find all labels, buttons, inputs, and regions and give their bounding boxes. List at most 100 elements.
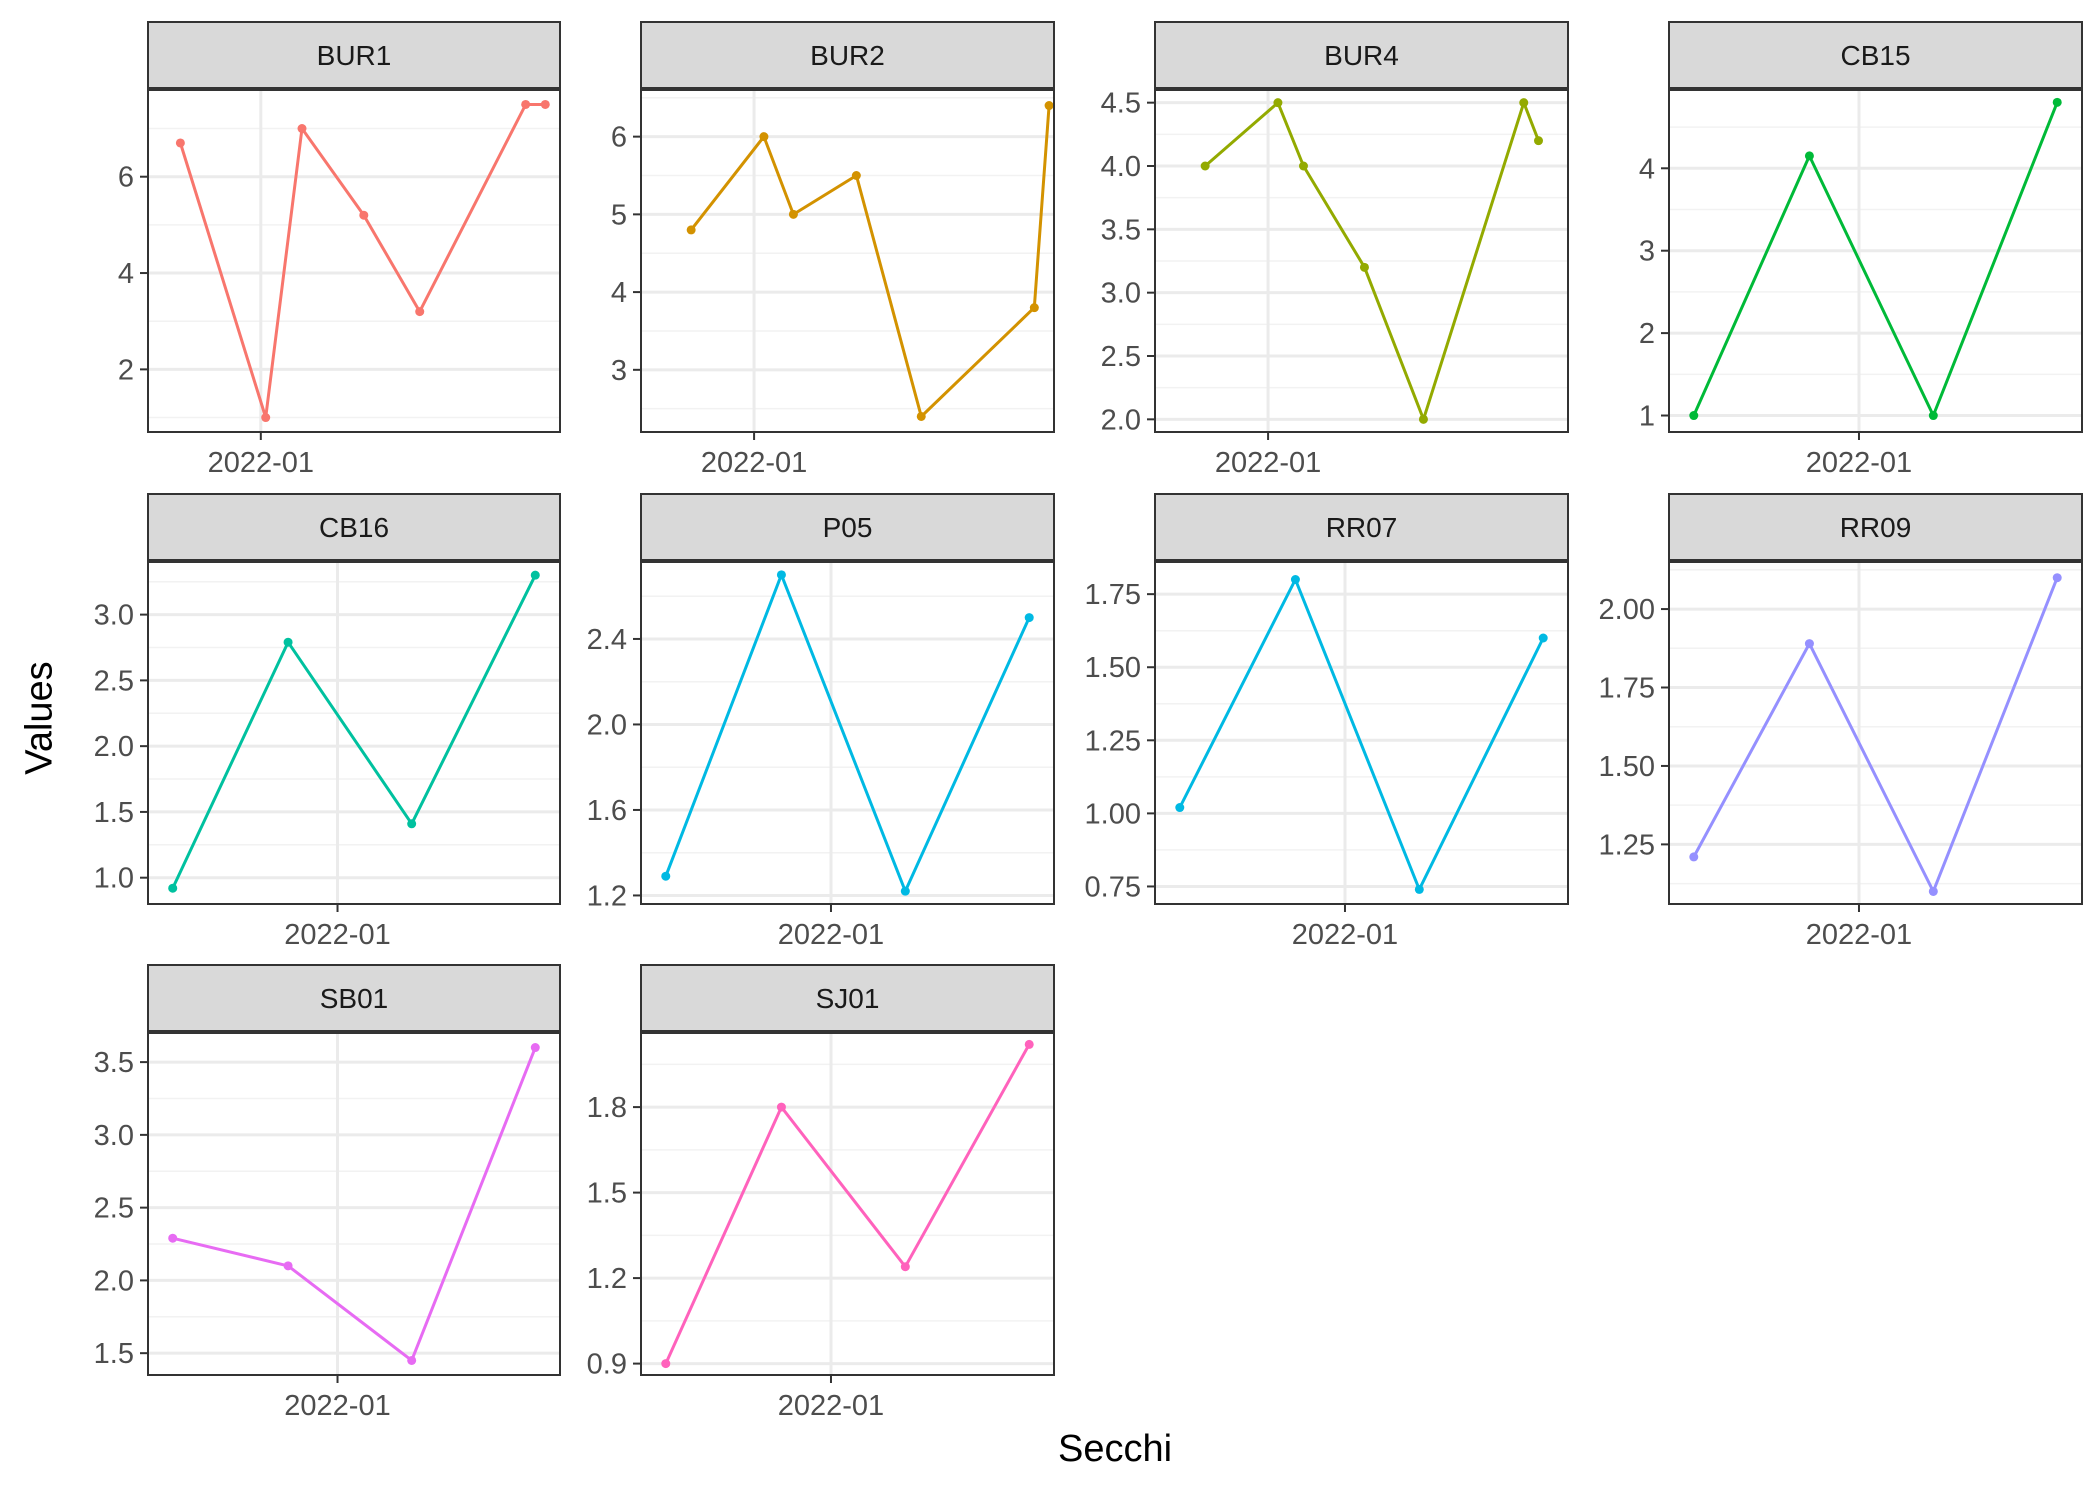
facet-strip: [1668, 493, 2083, 561]
y-tick-label: 3.0: [94, 600, 134, 632]
y-tick-label: 6: [611, 122, 627, 154]
y-tick-label: 2.4: [587, 624, 627, 656]
facet-strip-label: RR07: [1326, 512, 1398, 543]
data-point: [297, 124, 307, 134]
y-tick-label: 2.0: [94, 1265, 134, 1297]
data-point: [1928, 411, 1938, 421]
y-tick-label: 6: [118, 162, 134, 194]
data-point: [1804, 151, 1814, 161]
panel-border: [640, 89, 1055, 433]
x-tick-label: 2022-01: [701, 447, 807, 479]
plot-background: [641, 562, 1054, 904]
y-tick-label: 1.6: [587, 795, 627, 827]
x-tick-label: 2022-01: [284, 919, 390, 951]
panel-border: [640, 561, 1055, 905]
y-tick-label: 1.8: [587, 1092, 627, 1124]
data-point: [776, 1102, 786, 1112]
data-point: [661, 1359, 671, 1369]
plot-background: [1669, 562, 2082, 904]
panel-border: [1668, 89, 2083, 433]
data-point: [168, 1233, 178, 1243]
data-point: [900, 886, 910, 896]
y-tick-label: 3: [1639, 236, 1655, 268]
facet-strip: [147, 493, 561, 561]
data-point: [2052, 97, 2062, 107]
facet-strip: [1668, 21, 2083, 89]
data-point: [1689, 852, 1699, 862]
series-line: [664, 573, 1031, 893]
y-tick-label: 3.0: [94, 1120, 134, 1152]
y-axis-title: Values: [18, 661, 61, 775]
y-tick-label: 2: [1639, 318, 1655, 350]
plot-background: [641, 1033, 1054, 1375]
y-tick-label: 1.5: [587, 1178, 627, 1210]
data-point: [175, 138, 185, 148]
x-tick-label: 2022-01: [284, 1390, 390, 1422]
y-tick-label: 1.00: [1085, 798, 1141, 830]
facet-strip-label: P05: [823, 512, 873, 543]
data-point: [686, 225, 696, 235]
data-point: [1534, 136, 1543, 146]
data-point: [1538, 633, 1548, 643]
panel-p05: P05 1.2 1.6 2.0 2.4 2022-01: [587, 493, 1055, 951]
panel-border: [1154, 89, 1569, 433]
panel-cb15: CB15 1 2 3 4 2022-01: [1639, 21, 2083, 479]
panel-sj01: SJ01 0.9 1.2 1.5 1.8 2022-01: [587, 964, 1055, 1422]
data-point: [1029, 303, 1039, 313]
y-tick-label: 2.0: [587, 709, 627, 741]
y-tick-label: 2.5: [94, 1193, 134, 1225]
y-tick-label: 0.75: [1085, 871, 1141, 903]
x-tick-label: 2022-01: [208, 447, 314, 479]
y-tick-label: 1.50: [1599, 751, 1655, 783]
facet-strip: [147, 21, 561, 89]
y-tick-label: 2.5: [1101, 341, 1141, 373]
y-tick-label: 2.5: [94, 665, 134, 697]
data-point: [1024, 613, 1034, 623]
data-point: [900, 1262, 910, 1272]
panel-border: [147, 89, 561, 433]
plot-background: [1669, 90, 2082, 432]
data-point: [415, 307, 425, 317]
x-tick-label: 2022-01: [1806, 447, 1912, 479]
x-tick-label: 2022-01: [778, 919, 884, 951]
data-point: [540, 99, 550, 109]
y-tick-label: 3.5: [94, 1047, 134, 1079]
data-point: [1175, 803, 1185, 813]
y-tick-label: 3.5: [1101, 214, 1141, 246]
facet-strip: [1154, 493, 1569, 561]
facet-strip-label: BUR4: [1324, 40, 1399, 71]
data-point: [1689, 411, 1699, 421]
y-tick-label: 1.5: [94, 1338, 134, 1370]
y-tick-label: 4.0: [1101, 151, 1141, 183]
y-tick-label: 4.5: [1101, 88, 1141, 120]
y-tick-label: 1.25: [1085, 725, 1141, 757]
y-tick-label: 3: [611, 355, 627, 387]
series-line: [171, 574, 537, 889]
panel-cb16: CB16 1.0 1.5 2.0 2.5 3.0 2022-01: [94, 493, 561, 951]
plot-background: [148, 1033, 560, 1375]
data-point: [1418, 414, 1428, 424]
series-line: [664, 1043, 1031, 1365]
facet-strip-label: CB16: [319, 512, 389, 543]
data-point: [776, 570, 786, 580]
panel-bur4: BUR4 2.0 2.5 3.0 3.5 4.0 4.5 2022-01: [1101, 21, 1569, 479]
y-tick-label: 3.0: [1101, 278, 1141, 310]
panel-bur1: BUR1 2 4 6 2022-01: [118, 21, 561, 479]
data-point: [283, 637, 293, 647]
y-tick-label: 4: [611, 277, 627, 309]
facet-strip: [1154, 21, 1569, 89]
facet-strip: [640, 21, 1055, 89]
data-point: [851, 171, 861, 180]
data-point: [261, 413, 271, 423]
series-line: [1692, 577, 2059, 893]
y-tick-label: 1.2: [587, 1263, 627, 1295]
series-line: [172, 1047, 537, 1362]
y-tick-label: 2.00: [1599, 594, 1655, 626]
data-point: [788, 209, 798, 219]
panel-border: [147, 561, 561, 905]
y-tick-label: 1: [1639, 401, 1655, 433]
y-tick-label: 4: [1639, 153, 1655, 185]
data-point: [407, 1355, 417, 1365]
series-line: [1692, 101, 2059, 417]
data-point: [1359, 262, 1369, 272]
